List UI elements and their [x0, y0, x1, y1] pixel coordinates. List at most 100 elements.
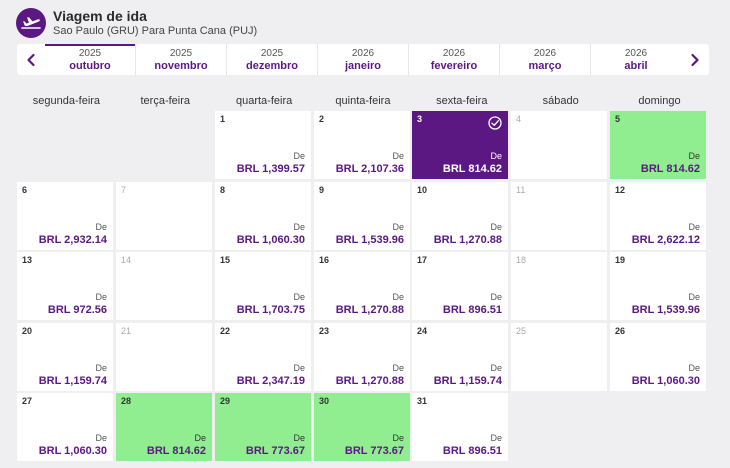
- calendar-day-cell[interactable]: 28 De BRL 814.62: [116, 393, 212, 461]
- fare-price: BRL 814.62: [640, 163, 700, 175]
- calendar-day-cell[interactable]: 24 De BRL 1,159.74: [412, 323, 508, 391]
- weekday-header-row: segunda-feira terça-feira quarta-feira quin…: [17, 94, 709, 108]
- month-tab-abril[interactable]: 2026 abril: [591, 44, 681, 75]
- month-tab-março[interactable]: 2026 março: [500, 44, 591, 75]
- month-tab-name: abril: [624, 60, 648, 72]
- day-number: 1: [220, 114, 226, 124]
- calendar-day-cell[interactable]: 27 De BRL 1,060.30: [17, 393, 113, 461]
- day-number: 28: [121, 396, 132, 406]
- day-number: 22: [220, 326, 231, 336]
- day-number: 12: [615, 185, 626, 195]
- fare-prefix-label: De: [95, 433, 107, 443]
- month-tab-dezembro[interactable]: 2025 dezembro: [227, 44, 318, 75]
- calendar-day-cell[interactable]: 22 De BRL 2,347.19: [215, 323, 311, 391]
- calendar-day-cell[interactable]: 19 De BRL 1,539.96: [610, 252, 706, 320]
- calendar-day-cell[interactable]: 16 De BRL 1,270.88: [314, 252, 410, 320]
- weekday-label: quinta-feira: [335, 95, 391, 107]
- fare-prefix-label: De: [688, 292, 700, 302]
- calendar-day-cell: 18: [511, 252, 607, 320]
- fare-price: BRL 2,107.36: [335, 163, 404, 175]
- calendar-day-cell[interactable]: 12 De BRL 2,622.12: [610, 182, 706, 250]
- month-tab-outubro[interactable]: 2025 outubro: [45, 44, 136, 75]
- calendar-day-cell[interactable]: 29 De BRL 773.67: [215, 393, 311, 461]
- day-number: 29: [220, 396, 231, 406]
- next-month-button[interactable]: [681, 44, 709, 75]
- calendar-day-cell[interactable]: 30 De BRL 773.67: [314, 393, 410, 461]
- calendar-day-cell[interactable]: 9 De BRL 1,539.96: [314, 182, 410, 250]
- fare-price: BRL 1,060.30: [38, 445, 107, 457]
- fare-price: BRL 773.67: [344, 445, 404, 457]
- fare-price: BRL 1,060.30: [236, 234, 305, 246]
- day-number: 5: [615, 114, 621, 124]
- calendar-day-cell[interactable]: 6 De BRL 2,932.14: [17, 182, 113, 250]
- fare-prefix-label: De: [392, 363, 404, 373]
- calendar-day-cell[interactable]: 10 De BRL 1,270.88: [412, 182, 508, 250]
- day-number: 8: [220, 185, 226, 195]
- fare-prefix-label: De: [194, 433, 206, 443]
- calendar-day-cell[interactable]: 1 De BRL 1,399.57: [215, 111, 311, 179]
- fare-prefix-label: De: [293, 292, 305, 302]
- day-number: 10: [417, 185, 428, 195]
- calendar-day-cell[interactable]: 15 De BRL 1,703.75: [215, 252, 311, 320]
- day-number: 19: [615, 255, 626, 265]
- fare-prefix-label: De: [490, 151, 502, 161]
- fare-prefix-label: De: [392, 151, 404, 161]
- fare-price: BRL 2,622.12: [631, 234, 700, 246]
- month-tab-name: março: [528, 60, 562, 72]
- fare-price: BRL 896.51: [442, 445, 502, 457]
- calendar-day-cell: 21: [116, 323, 212, 391]
- page-title: Viagem de ida: [53, 8, 147, 24]
- month-tab-name: dezembro: [246, 60, 298, 72]
- weekday-label: terça-feira: [140, 95, 191, 107]
- calendar-day-cell[interactable]: 31 De BRL 896.51: [412, 393, 508, 461]
- fare-prefix-label: De: [688, 151, 700, 161]
- month-tab-fevereiro[interactable]: 2026 fevereiro: [409, 44, 500, 75]
- fare-price: BRL 814.62: [442, 163, 502, 175]
- day-number: 26: [615, 326, 626, 336]
- month-tab-novembro[interactable]: 2025 novembro: [136, 44, 227, 75]
- fare-prefix-label: De: [293, 433, 305, 443]
- fare-prefix-label: De: [688, 363, 700, 373]
- fare-price: BRL 1,159.74: [38, 375, 107, 387]
- weekday-label: domingo: [638, 95, 681, 107]
- month-tab-year: 2026: [442, 48, 466, 59]
- fare-prefix-label: De: [490, 222, 502, 232]
- calendar-day-cell[interactable]: 20 De BRL 1,159.74: [17, 323, 113, 391]
- fare-prefix-label: De: [490, 363, 502, 373]
- day-number: 23: [319, 326, 330, 336]
- fare-price: BRL 2,347.19: [236, 375, 305, 387]
- trip-heading: Viagem de ida Sao Paulo (GRU) Para Punta…: [53, 8, 257, 38]
- day-number: 27: [22, 396, 33, 406]
- month-tab-janeiro[interactable]: 2026 janeiro: [318, 44, 409, 75]
- day-number: 25: [516, 326, 527, 336]
- month-tab-name: fevereiro: [430, 60, 478, 72]
- fare-price: BRL 1,270.88: [335, 375, 404, 387]
- fare-price: BRL 1,539.96: [631, 304, 700, 316]
- calendar-day-cell[interactable]: 8 De BRL 1,060.30: [215, 182, 311, 250]
- month-tab-name: novembro: [154, 60, 208, 72]
- calendar-day-cell[interactable]: 23 De BRL 1,270.88: [314, 323, 410, 391]
- weekday-label: quarta-feira: [235, 95, 293, 107]
- day-number: 4: [516, 114, 522, 124]
- fare-prefix-label: De: [688, 222, 700, 232]
- fare-price: BRL 972.56: [47, 304, 107, 316]
- fare-price: BRL 2,932.14: [38, 234, 107, 246]
- fare-prefix-label: De: [490, 292, 502, 302]
- calendar-day-cell[interactable]: 26 De BRL 1,060.30: [610, 323, 706, 391]
- calendar-day-cell[interactable]: 3 De BRL 814.62: [412, 111, 508, 179]
- previous-month-button[interactable]: [17, 44, 45, 75]
- month-tab-year: 2025: [78, 48, 102, 59]
- calendar-day-cell[interactable]: 2 De BRL 2,107.36: [314, 111, 410, 179]
- fare-price: BRL 773.67: [245, 445, 305, 457]
- fare-prefix-label: De: [490, 433, 502, 443]
- calendar-day-cell[interactable]: 13 De BRL 972.56: [17, 252, 113, 320]
- day-number: 18: [516, 255, 527, 265]
- fare-prefix-label: De: [392, 292, 404, 302]
- page-header: Viagem de ida Sao Paulo (GRU) Para Punta…: [16, 6, 257, 40]
- fare-prefix-label: De: [95, 292, 107, 302]
- day-number: 14: [121, 255, 132, 265]
- fare-prefix-label: De: [293, 222, 305, 232]
- fare-price: BRL 1,270.88: [433, 234, 502, 246]
- calendar-day-cell[interactable]: 5 De BRL 814.62: [610, 111, 706, 179]
- calendar-day-cell[interactable]: 17 De BRL 896.51: [412, 252, 508, 320]
